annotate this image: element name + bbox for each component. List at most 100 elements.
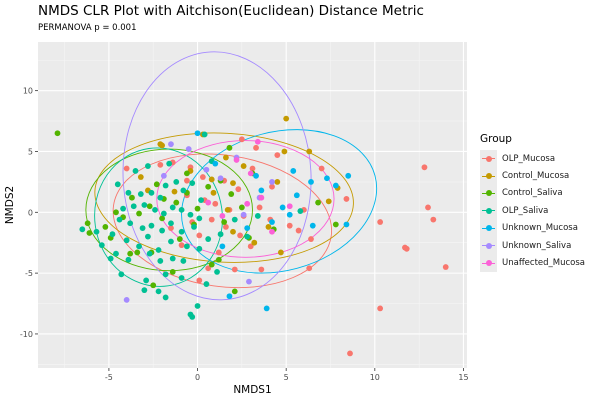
- ellipse-olp-mucosa: [112, 153, 333, 289]
- legend-label: Control_Mucosa: [502, 171, 570, 182]
- legend-item-olp-saliva: OLP_Saliva: [480, 202, 585, 220]
- point-unknown-saliva: [160, 172, 167, 179]
- point-control-mucosa: [306, 148, 313, 155]
- point-control-mucosa: [251, 239, 258, 246]
- point-olp-saliva: [201, 131, 208, 138]
- legend-key-icon: [480, 202, 497, 220]
- point-olp-saliva: [79, 226, 86, 233]
- chart-subtitle: PERMANOVA p = 0.001: [38, 23, 137, 33]
- point-olp-saliva: [203, 281, 210, 287]
- legend-item-unknown-mucosa: Unknown_Mucosa: [480, 219, 585, 237]
- point-olp-saliva: [136, 243, 142, 250]
- point-control-mucosa: [137, 174, 144, 180]
- point-control-saliva: [215, 256, 222, 263]
- point-olp-saliva: [155, 247, 162, 253]
- point-olp-mucosa: [123, 165, 130, 172]
- point-unknown-saliva: [203, 166, 210, 173]
- point-unknown-saliva: [269, 178, 275, 185]
- point-olp-saliva: [118, 271, 125, 278]
- point-olp-saliva: [98, 242, 105, 249]
- point-olp-mucosa: [306, 265, 313, 272]
- point-olp-saliva: [125, 189, 132, 196]
- point-olp-mucosa: [402, 244, 408, 251]
- point-olp-mucosa: [377, 305, 384, 312]
- point-control-mucosa: [283, 115, 290, 122]
- point-control-saliva: [102, 223, 109, 230]
- point-olp-mucosa: [178, 242, 185, 249]
- point-olp-saliva: [178, 228, 185, 235]
- ellipse-unknown-saliva: [122, 51, 312, 301]
- point-unknown-mucosa: [269, 219, 275, 225]
- point-olp-saliva: [159, 227, 165, 234]
- point-olp-mucosa: [196, 277, 203, 284]
- point-control-saliva: [159, 215, 165, 222]
- point-unaffected-mucosa: [269, 228, 275, 235]
- point-control-saliva: [226, 144, 233, 151]
- point-olp-saliva: [217, 231, 224, 238]
- point-olp-saliva: [93, 228, 100, 235]
- point-olp-saliva: [184, 243, 190, 250]
- point-olp-mucosa: [157, 161, 164, 168]
- point-unknown-mucosa: [194, 130, 201, 137]
- point-olp-saliva: [166, 160, 173, 167]
- point-olp-saliva: [244, 233, 251, 240]
- point-olp-saliva: [155, 288, 162, 295]
- point-control-mucosa: [230, 228, 236, 235]
- point-unknown-saliva: [185, 146, 192, 152]
- point-olp-saliva: [180, 187, 187, 194]
- legend-key-icon: [480, 254, 497, 272]
- point-olp-mucosa: [274, 152, 281, 159]
- point-unknown-saliva: [168, 141, 174, 148]
- point-unknown-mucosa: [212, 160, 219, 167]
- point-control-mucosa: [277, 249, 284, 256]
- point-olp-mucosa: [231, 266, 238, 273]
- point-olp-mucosa: [253, 144, 259, 151]
- point-olp-mucosa: [286, 222, 293, 229]
- point-olp-saliva: [123, 237, 130, 244]
- point-control-saliva: [315, 199, 321, 206]
- point-unaffected-mucosa: [247, 170, 254, 177]
- point-control-saliva: [136, 210, 142, 217]
- point-olp-saliva: [205, 236, 212, 242]
- point-unknown-mucosa: [253, 172, 259, 179]
- point-control-mucosa: [325, 198, 332, 205]
- legend-label: OLP_Saliva: [502, 205, 549, 216]
- legend-item-unaffected-mucosa: Unaffected_Mucosa: [480, 254, 585, 272]
- point-control-saliva: [238, 204, 245, 211]
- point-olp-mucosa: [258, 266, 265, 273]
- point-control-saliva: [184, 170, 190, 177]
- point-olp-saliva: [189, 180, 196, 187]
- point-olp-saliva: [162, 182, 169, 189]
- point-unaffected-mucosa: [219, 213, 226, 219]
- point-unknown-mucosa: [263, 305, 270, 312]
- legend-label: Control_Saliva: [502, 188, 563, 199]
- point-olp-mucosa: [237, 232, 243, 239]
- point-olp-saliva: [148, 222, 155, 229]
- legend-label: Unknown_Mucosa: [502, 223, 578, 234]
- point-olp-mucosa: [377, 219, 384, 225]
- ellipse-unknown-mucosa: [181, 129, 378, 274]
- point-unaffected-mucosa: [258, 194, 265, 201]
- point-olp-saliva: [157, 258, 164, 264]
- point-olp-saliva: [168, 238, 174, 245]
- point-olp-mucosa: [425, 204, 431, 211]
- point-control-saliva: [231, 288, 238, 295]
- legend-item-control-mucosa: Control_Mucosa: [480, 167, 585, 185]
- point-olp-mucosa: [223, 223, 229, 230]
- point-olp-saliva: [127, 220, 134, 227]
- point-control-mucosa: [224, 206, 231, 213]
- point-olp-saliva: [254, 213, 261, 219]
- point-olp-saliva: [194, 303, 201, 309]
- point-unknown-mucosa: [343, 221, 350, 228]
- legend-label: Unknown_Saliva: [502, 240, 572, 251]
- point-control-saliva: [150, 282, 157, 289]
- point-olp-mucosa: [212, 200, 219, 207]
- point-unknown-saliva: [217, 175, 224, 182]
- x-tick-label: 5: [284, 373, 289, 382]
- point-control-mucosa: [210, 189, 217, 196]
- point-control-mucosa: [208, 176, 215, 183]
- y-axis-label: NMDS2: [4, 186, 16, 224]
- point-olp-saliva: [173, 178, 180, 185]
- point-unknown-mucosa: [293, 192, 300, 199]
- point-unaffected-mucosa: [233, 157, 240, 163]
